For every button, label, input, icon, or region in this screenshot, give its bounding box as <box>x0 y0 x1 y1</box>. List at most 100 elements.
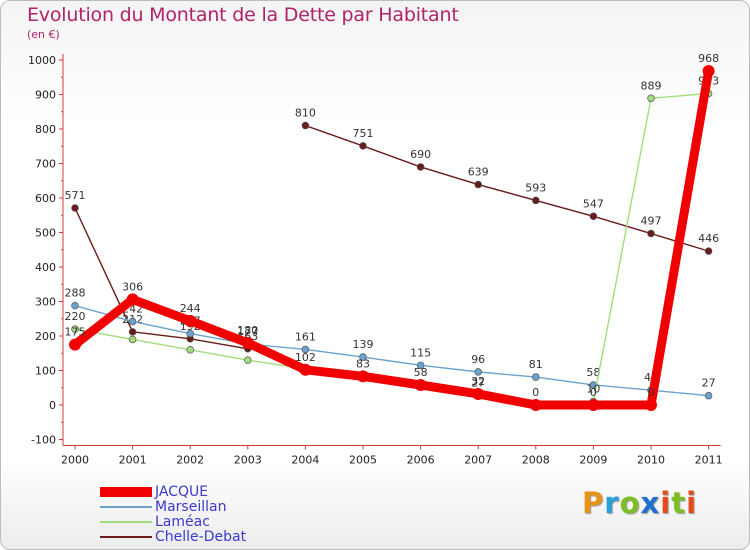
data-point-chelle-debat <box>474 180 482 189</box>
y-tick-label: -100 <box>31 434 56 447</box>
legend-swatch-marseillan <box>100 506 152 508</box>
data-label-jacque: 244 <box>180 302 201 315</box>
y-tick-label: 600 <box>35 192 56 205</box>
y-axis-unit-label: (en €) <box>27 28 60 41</box>
data-label-jacque: 968 <box>698 52 719 65</box>
data-point-chelle-debat <box>128 328 137 336</box>
y-tick-label: 800 <box>35 123 56 136</box>
data-point-marseillan <box>71 301 79 310</box>
x-tick-label: 2001 <box>119 454 147 467</box>
series-line-marseillan <box>74 304 710 397</box>
data-label-chelle-debat: 593 <box>525 181 546 194</box>
data-label-marseillan: 161 <box>295 330 316 343</box>
data-point-lam-ac <box>244 356 252 364</box>
legend-label-jacque: JACQUE <box>155 484 209 500</box>
y-tick-label: 0 <box>49 399 56 412</box>
y-tick-label: 200 <box>35 330 56 343</box>
x-tick-label: 2005 <box>349 454 377 467</box>
legend-item-lameac: Laméac <box>100 514 270 530</box>
data-label-jacque: 83 <box>356 357 370 370</box>
y-tick-label: 100 <box>35 365 56 378</box>
data-point-jacque <box>69 338 81 351</box>
data-label-jacque: 180 <box>237 324 258 337</box>
data-label-marseillan: 81 <box>529 358 543 371</box>
legend-swatch-chelle-debat <box>100 536 152 538</box>
logo-letter: i <box>686 486 698 520</box>
data-label-jacque: 306 <box>122 280 143 293</box>
logo-letter: P <box>582 486 605 520</box>
x-tick-label: 2008 <box>522 454 550 467</box>
data-label-chelle-debat: 639 <box>468 166 489 179</box>
data-label-marseillan: 177 <box>237 325 258 338</box>
data-label-chelle-debat: 547 <box>583 197 604 210</box>
data-label-chelle-debat: 810 <box>295 107 316 120</box>
data-label-jacque: 58 <box>414 366 428 379</box>
data-label-chelle-debat: 497 <box>641 215 662 228</box>
data-label-chelle-debat: 446 <box>698 232 719 245</box>
logo-letter: i <box>660 486 672 520</box>
data-point-marseillan <box>128 317 137 326</box>
data-point-lam-ac <box>647 94 655 103</box>
logo-letter: r <box>604 486 620 520</box>
x-tick-label: 2011 <box>695 454 723 467</box>
y-tick-label: 500 <box>35 227 56 240</box>
data-point-chelle-debat <box>301 121 310 130</box>
data-label-lam-ac: 220 <box>65 310 86 323</box>
legend-label-marseillan: Marseillan <box>155 499 227 515</box>
data-point-lam-ac <box>128 335 137 344</box>
data-label-jacque: 175 <box>65 326 86 339</box>
data-point-jacque <box>587 399 600 411</box>
data-point-chelle-debat <box>647 229 655 238</box>
data-point-jacque <box>645 399 657 411</box>
data-label-marseillan: 96 <box>471 353 485 366</box>
data-point-marseillan <box>532 373 540 381</box>
data-label-chelle-debat: 751 <box>353 127 374 140</box>
y-tick-label: 700 <box>35 158 56 171</box>
y-tick-label: 300 <box>35 296 56 309</box>
data-point-marseillan <box>474 368 482 376</box>
x-tick-label: 2000 <box>61 454 89 467</box>
series-line-lam-ac <box>74 92 710 406</box>
data-label-jacque: 32 <box>471 375 485 388</box>
data-point-chelle-debat <box>71 204 79 212</box>
data-label-marseillan: 288 <box>65 287 86 300</box>
logo-letter: x <box>640 486 661 520</box>
data-point-marseillan <box>186 329 194 338</box>
x-tick-label: 2007 <box>464 454 492 467</box>
data-label-jacque: 0 <box>532 386 539 399</box>
data-label-jacque: 0 <box>648 386 655 399</box>
data-label-marseillan: 139 <box>353 338 374 351</box>
series-line-chelle-debat <box>304 124 710 252</box>
y-tick-label: 400 <box>35 261 56 274</box>
data-point-jacque <box>299 363 312 376</box>
data-point-jacque <box>472 387 485 400</box>
logo-letter: o <box>619 486 641 520</box>
x-tick-label: 2004 <box>291 454 319 467</box>
data-point-chelle-debat <box>532 196 540 205</box>
legend-item-jacque: JACQUE <box>100 484 270 500</box>
data-point-chelle-debat <box>589 212 598 221</box>
data-point-lam-ac <box>71 325 79 333</box>
x-tick-label: 2010 <box>637 454 665 467</box>
legend-item-chelle-debat: Chelle-Debat <box>100 529 270 545</box>
data-point-jacque <box>414 378 427 391</box>
proxiti-logo: Proxiti <box>582 486 697 520</box>
x-tick-label: 2002 <box>176 454 204 467</box>
legend-item-marseillan: Marseillan <box>100 499 270 515</box>
data-label-marseillan: 115 <box>410 346 431 359</box>
data-label-lam-ac: 27 <box>471 377 485 390</box>
legend-label-chelle-debat: Chelle-Debat <box>155 529 247 545</box>
chart-title: Evolution du Montant de la Dette par Hab… <box>27 4 459 26</box>
data-label-chelle-debat: 571 <box>65 189 86 202</box>
data-point-jacque <box>241 336 254 349</box>
data-label-marseillan: 58 <box>586 366 600 379</box>
data-point-jacque <box>126 293 139 306</box>
logo-letter: t <box>671 486 687 520</box>
data-point-jacque <box>357 370 369 383</box>
data-label-lam-ac: 10 <box>586 383 600 396</box>
data-point-marseillan <box>704 391 713 400</box>
y-tick-label: 900 <box>35 89 56 102</box>
y-tick-label: 1000 <box>28 54 56 67</box>
